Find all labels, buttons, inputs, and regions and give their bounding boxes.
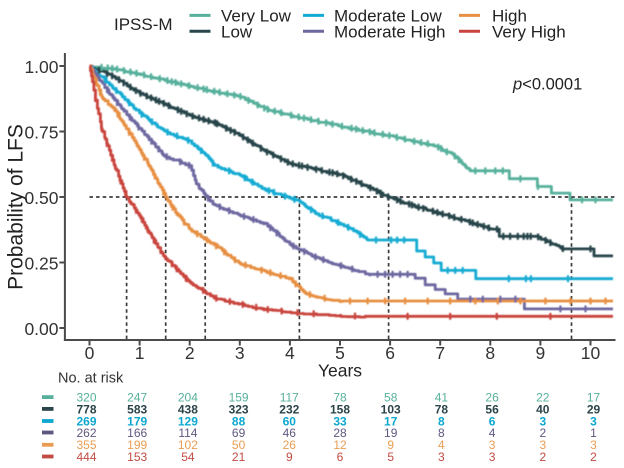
svg-text:High: High <box>492 7 527 26</box>
svg-text:355: 355 <box>76 438 96 452</box>
svg-text:4: 4 <box>438 438 445 452</box>
svg-text:8: 8 <box>438 426 445 440</box>
svg-text:247: 247 <box>127 391 147 405</box>
svg-text:5: 5 <box>335 343 345 363</box>
svg-text:21: 21 <box>232 450 246 464</box>
svg-text:0.25: 0.25 <box>24 254 58 274</box>
svg-text:12: 12 <box>333 438 347 452</box>
svg-text:166: 166 <box>127 426 147 440</box>
svg-text:3: 3 <box>235 343 245 363</box>
svg-text:3: 3 <box>438 450 445 464</box>
svg-text:9: 9 <box>387 438 394 452</box>
svg-text:1: 1 <box>135 343 145 363</box>
svg-text:262: 262 <box>76 426 96 440</box>
svg-text:438: 438 <box>178 402 198 416</box>
svg-text:2: 2 <box>590 450 597 464</box>
svg-text:129: 129 <box>178 414 198 428</box>
svg-text:2: 2 <box>185 343 195 363</box>
svg-text:9: 9 <box>286 450 293 464</box>
svg-text:3: 3 <box>489 450 496 464</box>
svg-text:26: 26 <box>485 391 499 405</box>
svg-text:8: 8 <box>438 414 445 428</box>
svg-text:19: 19 <box>384 426 398 440</box>
svg-text:Years: Years <box>318 361 362 381</box>
svg-text:0.00: 0.00 <box>24 319 58 339</box>
svg-text:p<0.0001: p<0.0001 <box>512 76 582 94</box>
svg-text:Very High: Very High <box>492 23 566 42</box>
svg-text:6: 6 <box>489 414 496 428</box>
svg-text:199: 199 <box>127 438 147 452</box>
svg-text:54: 54 <box>181 450 195 464</box>
svg-text:Low: Low <box>221 23 253 42</box>
svg-text:158: 158 <box>330 402 350 416</box>
svg-text:204: 204 <box>178 391 198 405</box>
svg-text:No. at risk: No. at risk <box>58 371 124 387</box>
svg-text:153: 153 <box>127 450 147 464</box>
svg-text:6: 6 <box>337 450 344 464</box>
svg-text:4: 4 <box>489 426 496 440</box>
svg-text:40: 40 <box>536 402 550 416</box>
svg-text:17: 17 <box>587 391 601 405</box>
svg-text:179: 179 <box>127 414 147 428</box>
svg-text:22: 22 <box>536 391 550 405</box>
svg-text:159: 159 <box>229 391 249 405</box>
svg-text:3: 3 <box>539 414 546 428</box>
svg-text:IPSS-M: IPSS-M <box>114 15 173 34</box>
svg-text:103: 103 <box>381 402 401 416</box>
svg-text:5: 5 <box>387 450 394 464</box>
svg-text:78: 78 <box>333 391 347 405</box>
svg-text:26: 26 <box>283 438 297 452</box>
svg-text:117: 117 <box>280 391 299 405</box>
svg-text:3: 3 <box>590 438 597 452</box>
svg-text:0.75: 0.75 <box>24 123 58 143</box>
svg-text:114: 114 <box>178 426 197 440</box>
svg-text:323: 323 <box>229 402 249 416</box>
svg-text:56: 56 <box>485 402 499 416</box>
svg-text:50: 50 <box>232 438 246 452</box>
svg-text:Moderate High: Moderate High <box>334 23 446 42</box>
svg-text:1: 1 <box>590 426 597 440</box>
svg-text:46: 46 <box>283 426 297 440</box>
svg-text:2: 2 <box>539 426 546 440</box>
svg-text:0.50: 0.50 <box>24 188 58 208</box>
svg-text:10: 10 <box>581 343 601 363</box>
svg-text:3: 3 <box>489 438 496 452</box>
svg-text:28: 28 <box>333 426 347 440</box>
svg-text:232: 232 <box>279 402 299 416</box>
svg-text:4: 4 <box>285 343 295 363</box>
svg-text:69: 69 <box>232 426 246 440</box>
svg-text:1.00: 1.00 <box>24 57 58 77</box>
svg-text:0: 0 <box>85 343 95 363</box>
svg-text:778: 778 <box>76 402 96 416</box>
svg-text:269: 269 <box>76 414 96 428</box>
svg-text:3: 3 <box>590 414 597 428</box>
svg-text:17: 17 <box>384 414 398 428</box>
svg-text:Moderate Low: Moderate Low <box>334 7 442 26</box>
svg-text:29: 29 <box>587 402 601 416</box>
svg-text:Very Low: Very Low <box>221 7 292 26</box>
svg-text:7: 7 <box>435 343 445 363</box>
svg-text:Probability of LFS: Probability of LFS <box>5 124 28 290</box>
svg-text:102: 102 <box>178 438 198 452</box>
svg-text:58: 58 <box>384 391 398 405</box>
svg-text:41: 41 <box>435 391 449 405</box>
svg-text:8: 8 <box>485 343 495 363</box>
svg-text:320: 320 <box>76 391 96 405</box>
svg-text:78: 78 <box>435 402 449 416</box>
svg-text:3: 3 <box>539 438 546 452</box>
svg-text:444: 444 <box>76 450 96 464</box>
svg-text:88: 88 <box>232 414 246 428</box>
svg-text:60: 60 <box>283 414 297 428</box>
svg-text:2: 2 <box>539 450 546 464</box>
svg-text:9: 9 <box>536 343 546 363</box>
svg-text:583: 583 <box>127 402 147 416</box>
svg-text:6: 6 <box>385 343 395 363</box>
svg-text:33: 33 <box>333 414 347 428</box>
